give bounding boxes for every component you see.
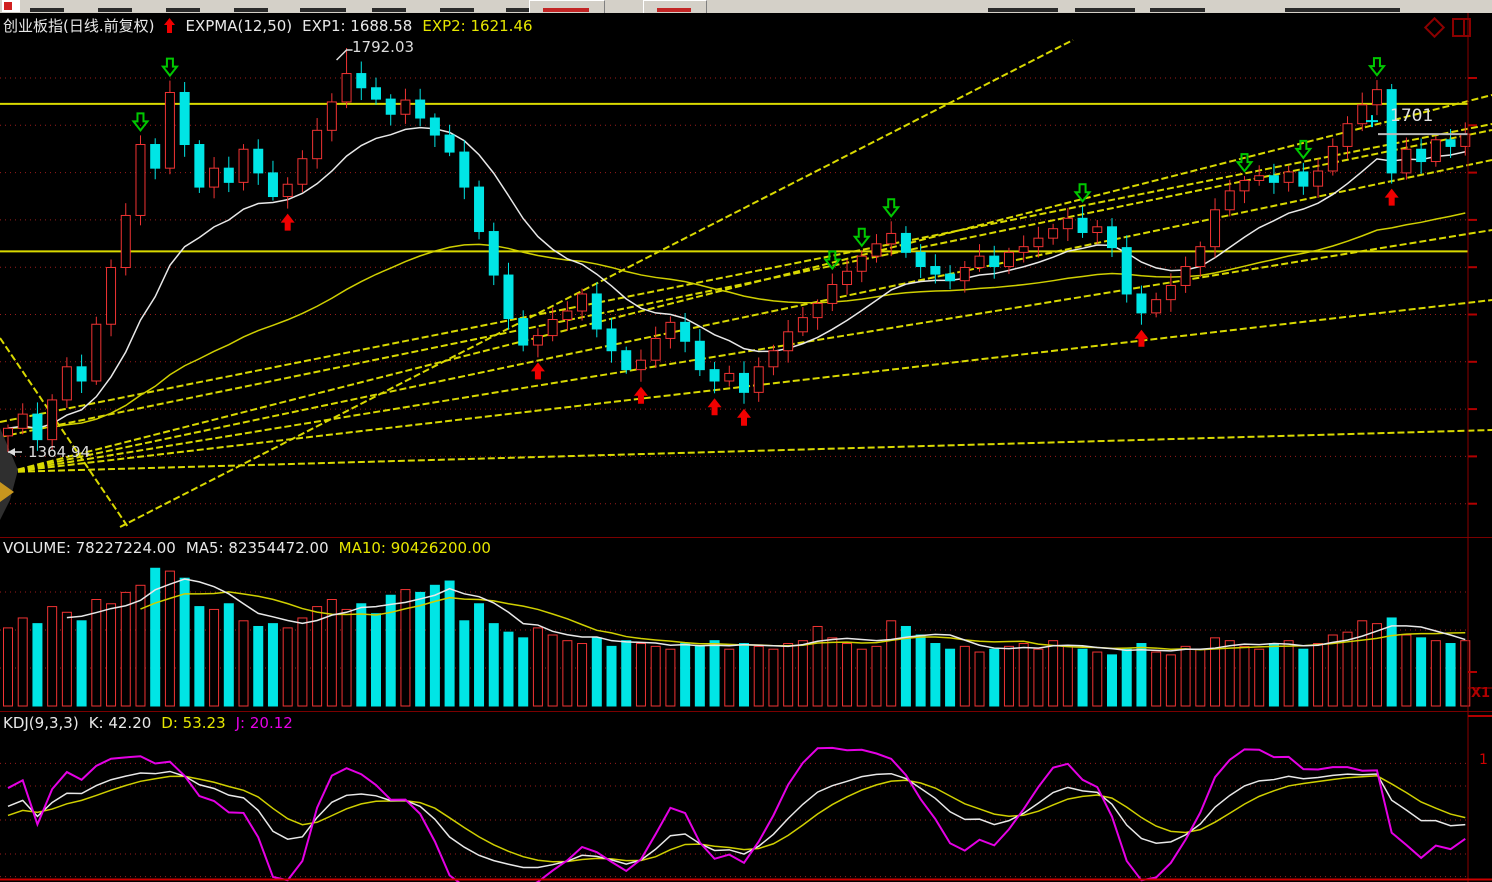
kdj-header: KDJ(9,3,3) K: 42.20 D: 53.23 J: 20.12 bbox=[3, 714, 303, 732]
exp2-value: EXP2: 1621.46 bbox=[422, 17, 533, 35]
menu-item-fragment[interactable] bbox=[543, 8, 589, 12]
volume-panel[interactable] bbox=[0, 537, 1492, 713]
menu-bar[interactable] bbox=[0, 0, 1492, 14]
volume-scale-label: X1 bbox=[1471, 686, 1491, 701]
menu-item-fragment[interactable] bbox=[1285, 8, 1400, 12]
volume-ma5-value: MA5: 82354472.00 bbox=[185, 539, 329, 557]
menu-item-fragment[interactable] bbox=[372, 8, 406, 12]
chart-corner-icons bbox=[1423, 16, 1484, 39]
candlestick-chart[interactable] bbox=[0, 13, 1492, 537]
kdj-axis-label: 1 bbox=[1479, 752, 1488, 768]
menu-item-fragment[interactable] bbox=[506, 8, 530, 12]
indicator-label: EXPMA(12,50) bbox=[185, 17, 293, 35]
chart-title: 创业板指(日线.前复权) bbox=[3, 17, 155, 35]
menu-item-fragment[interactable] bbox=[166, 8, 200, 12]
diamond-icon[interactable] bbox=[1423, 16, 1446, 39]
menu-item-fragment[interactable] bbox=[1150, 8, 1205, 12]
red-up-arrow-icon bbox=[164, 18, 176, 33]
menu-item-fragment[interactable] bbox=[234, 8, 268, 12]
kdj-panel[interactable] bbox=[0, 713, 1492, 882]
high-price-annotation: 1792.03 bbox=[352, 38, 415, 56]
kdj-indicator-label: KDJ(9,3,3) bbox=[3, 714, 79, 732]
app-logo-icon bbox=[2, 0, 20, 12]
main-chart-panel[interactable] bbox=[0, 13, 1492, 537]
kdj-k-value: K: 42.20 bbox=[88, 714, 152, 732]
kdj-j-value: J: 20.12 bbox=[235, 714, 293, 732]
menu-item-fragment[interactable] bbox=[1075, 8, 1135, 12]
menu-item-fragment[interactable] bbox=[657, 8, 691, 12]
menu-item-fragment[interactable] bbox=[98, 8, 132, 12]
volume-ma10-value: MA10: 90426200.00 bbox=[338, 539, 491, 557]
volume-header: VOLUME: 78227224.00 MA5: 82354472.00 MA10:… bbox=[3, 539, 501, 557]
split-window-icon[interactable] bbox=[1452, 18, 1471, 37]
kdj-chart[interactable] bbox=[0, 713, 1492, 882]
menu-item-fragment[interactable] bbox=[988, 8, 1058, 12]
menu-item-fragment[interactable] bbox=[300, 8, 346, 12]
volume-value: VOLUME: 78227224.00 bbox=[3, 539, 176, 557]
last-price-label: 1701 bbox=[1390, 106, 1434, 126]
exp1-value: EXP1: 1688.58 bbox=[302, 17, 413, 35]
low-price-annotation: 1364.94 bbox=[28, 443, 91, 461]
menu-item-fragment[interactable] bbox=[30, 8, 64, 12]
volume-chart[interactable] bbox=[0, 537, 1492, 713]
menu-item-fragment[interactable] bbox=[440, 8, 474, 12]
kdj-d-value: D: 53.23 bbox=[161, 714, 226, 732]
main-chart-header: 创业板指(日线.前复权) EXPMA(12,50) EXP1: 1688.58 EXP… bbox=[3, 17, 543, 35]
